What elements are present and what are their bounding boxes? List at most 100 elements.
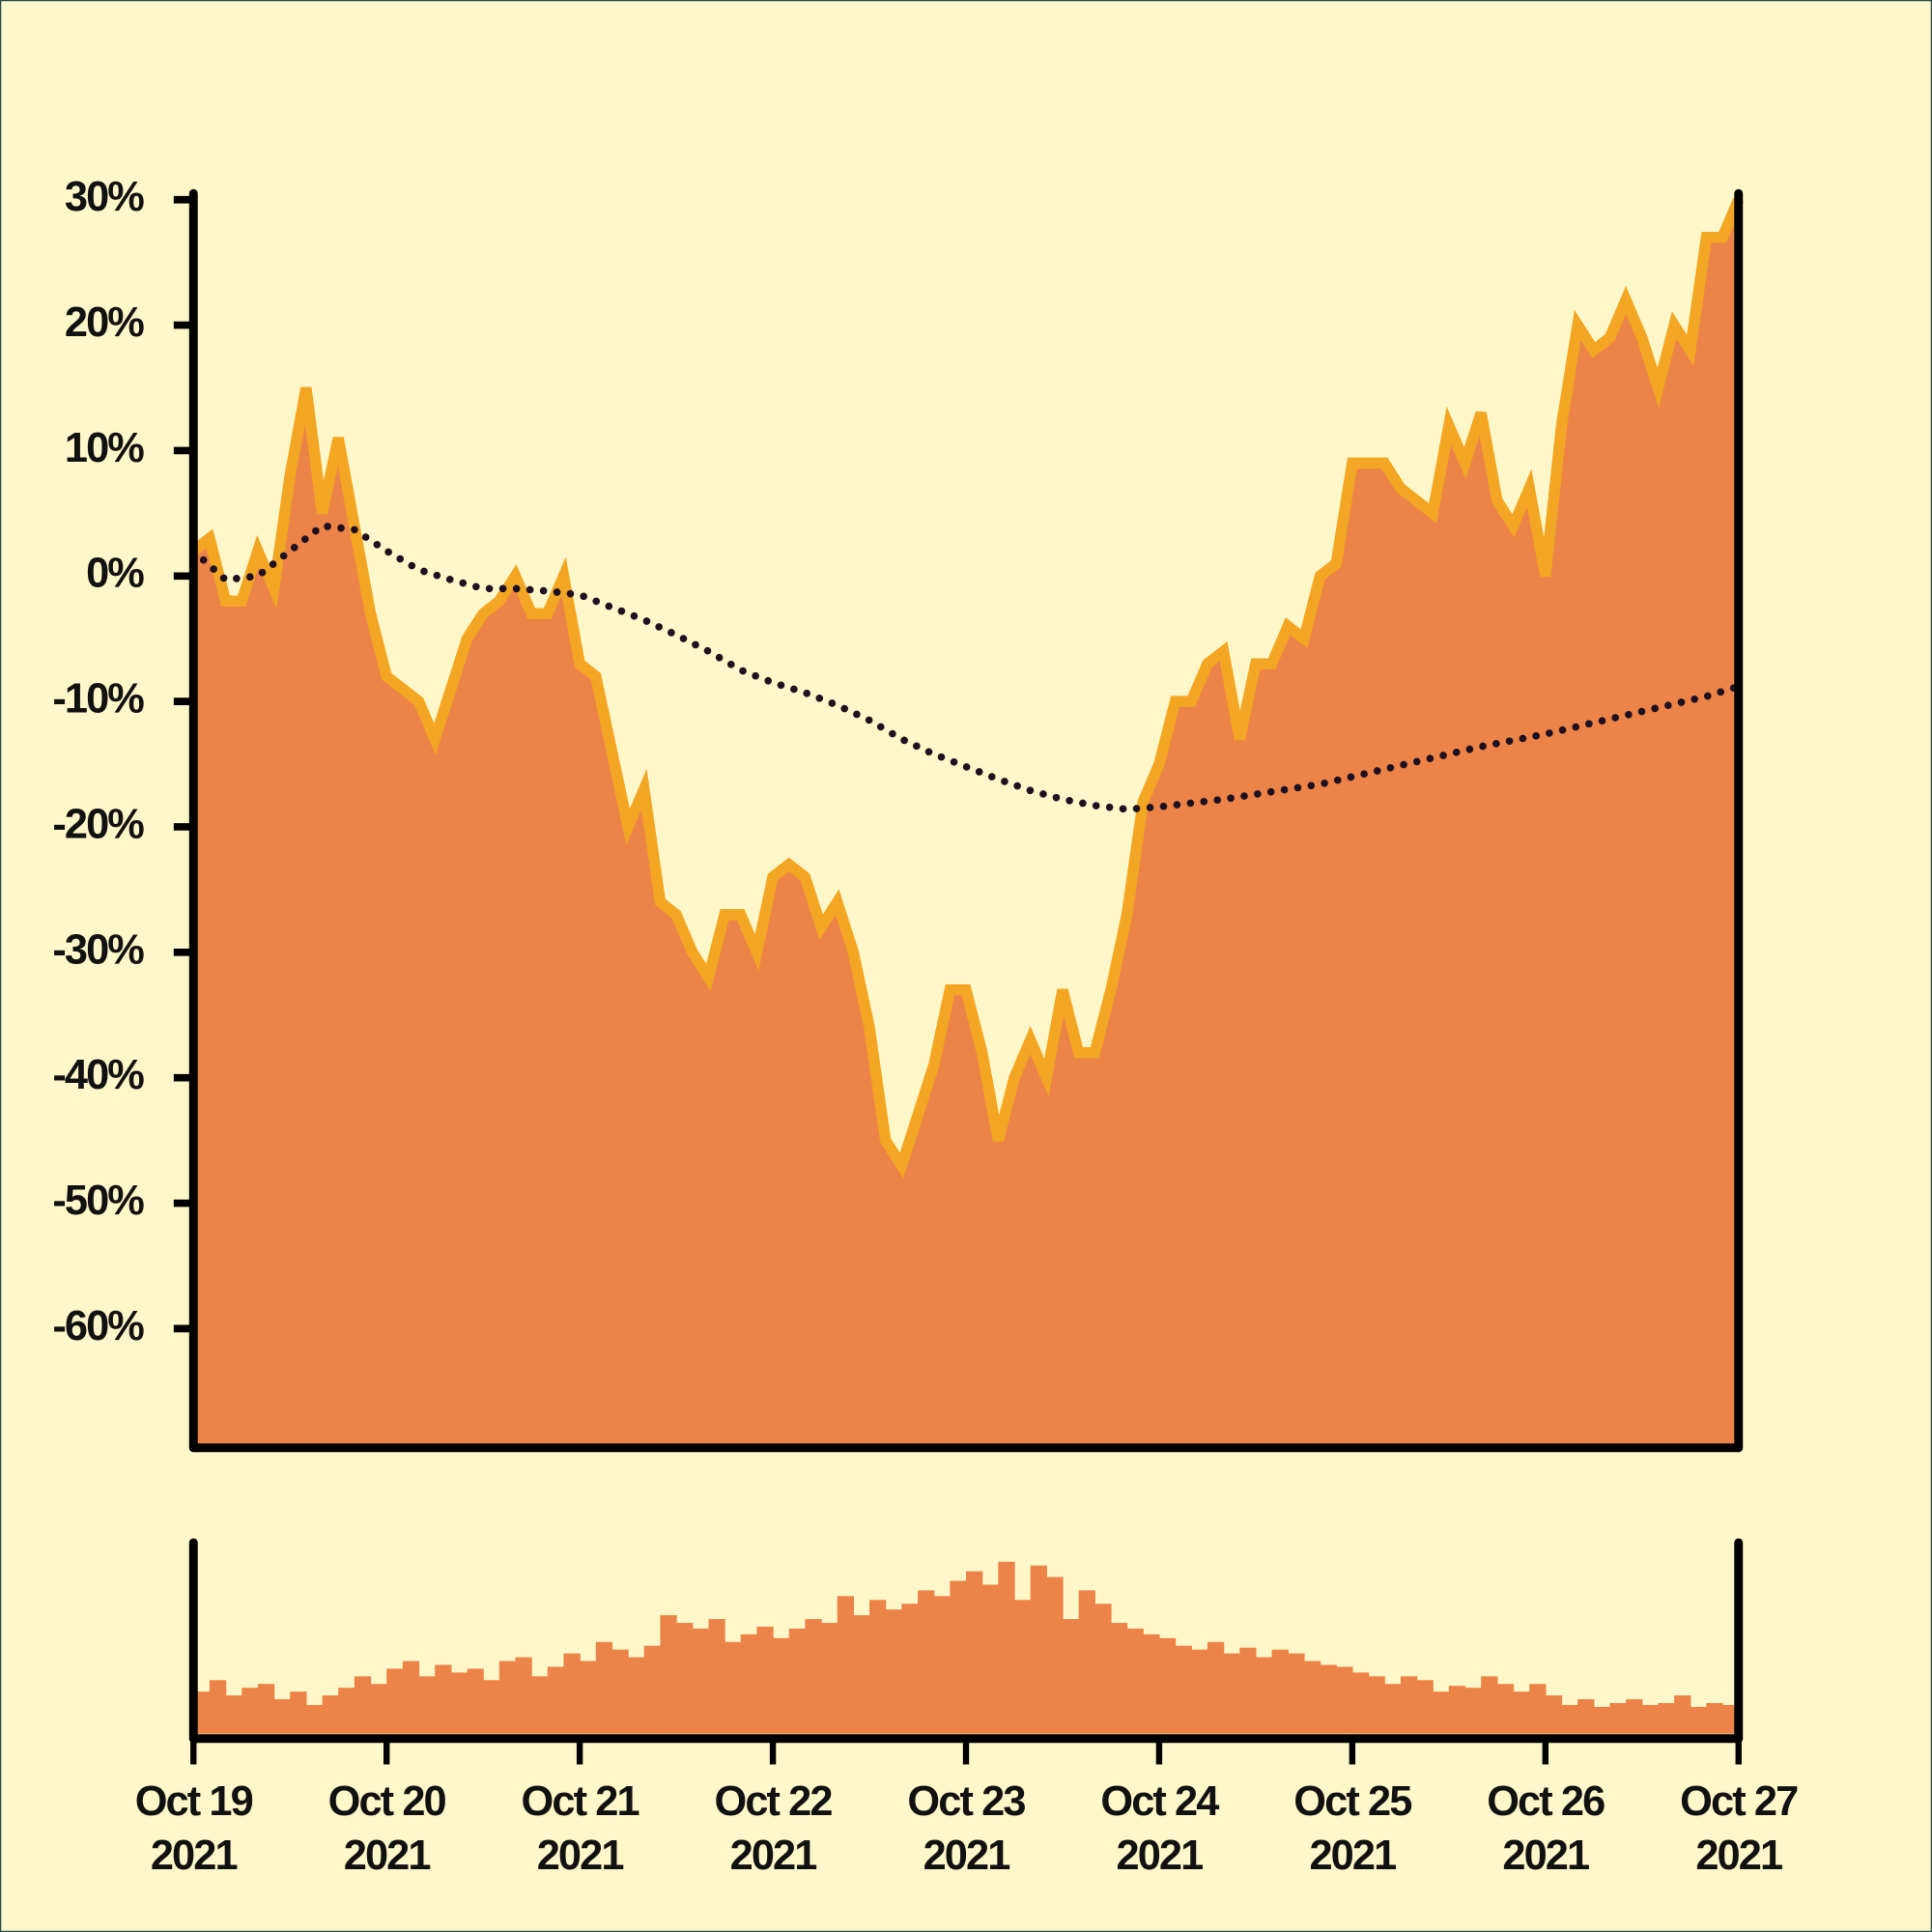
x-tick-label: Oct 25 2021 xyxy=(1293,1777,1412,1880)
volume-bar xyxy=(1496,1684,1515,1734)
volume-bar xyxy=(225,1695,242,1734)
x-tick-label: Oct 20 2021 xyxy=(327,1777,447,1880)
volume-bar xyxy=(1641,1704,1660,1734)
y-tick-label: 0% xyxy=(86,551,144,597)
volume-bar xyxy=(756,1626,774,1734)
volume-bar xyxy=(1529,1684,1547,1734)
x-tick-label-box: Oct 22 2021 xyxy=(714,1777,833,1880)
volume-bar xyxy=(1368,1676,1385,1734)
volume-bar xyxy=(386,1668,404,1734)
volume-bar xyxy=(1030,1565,1047,1734)
volume-bar xyxy=(1400,1676,1418,1734)
volume-bar xyxy=(1481,1676,1498,1734)
volume-bar xyxy=(402,1661,420,1734)
volume-bar xyxy=(918,1590,935,1734)
volume-bar xyxy=(1433,1691,1450,1734)
volume-bar xyxy=(257,1684,275,1734)
volume-bar xyxy=(740,1634,758,1734)
volume-bar xyxy=(708,1619,725,1734)
x-tick-label: Oct 22 2021 xyxy=(714,1777,833,1880)
x-tick-label-box: Oct 27 2021 xyxy=(1680,1777,1799,1880)
x-tick-label-box: Oct 21 2021 xyxy=(521,1777,640,1880)
volume-bar xyxy=(1658,1703,1675,1734)
y-tick-label: -60% xyxy=(52,1303,144,1350)
volume-bar xyxy=(1143,1634,1160,1734)
volume-bar xyxy=(1706,1703,1723,1734)
volume-bar xyxy=(1013,1600,1032,1734)
volume-bar xyxy=(498,1661,517,1734)
volume-bar xyxy=(1609,1703,1627,1734)
area-line xyxy=(189,197,1745,1179)
volume-bar xyxy=(322,1695,339,1734)
volume-bar xyxy=(1336,1666,1353,1734)
y-tick-label: -30% xyxy=(52,926,144,973)
volume-bar xyxy=(643,1645,662,1734)
y-tick-label: -10% xyxy=(52,676,144,723)
volume-bar xyxy=(531,1676,549,1734)
volume-bar xyxy=(1626,1699,1643,1734)
volume-bar xyxy=(692,1628,710,1734)
volume-bar xyxy=(773,1637,790,1734)
volume-bar xyxy=(1110,1622,1128,1734)
volume-bar xyxy=(1351,1672,1370,1734)
volume-bar xyxy=(1690,1706,1708,1734)
volume-bar xyxy=(901,1604,919,1734)
volume-bar xyxy=(788,1628,807,1734)
y-tick-label: -50% xyxy=(52,1178,144,1224)
volume-bar xyxy=(547,1666,565,1734)
volume-bar xyxy=(1320,1664,1337,1734)
volume-bar xyxy=(370,1684,387,1734)
x-tick-label-box: Oct 24 2021 xyxy=(1100,1777,1219,1880)
volume-bar xyxy=(1271,1649,1289,1734)
x-tick-label-box: Oct 25 2021 xyxy=(1293,1777,1412,1880)
x-tick-label: Oct 27 2021 xyxy=(1680,1777,1799,1880)
volume-bar xyxy=(1046,1577,1064,1734)
volume-bar xyxy=(1255,1657,1273,1734)
volume-bar xyxy=(1078,1590,1095,1734)
volume-bar xyxy=(242,1688,259,1734)
volume-bar xyxy=(998,1561,1015,1734)
y-tick-label: -20% xyxy=(52,801,144,847)
volume-bar xyxy=(869,1600,887,1734)
volume-bar xyxy=(966,1571,983,1734)
volume-bar xyxy=(418,1676,436,1734)
volume-bar xyxy=(580,1661,597,1734)
volume-bar xyxy=(628,1657,645,1734)
y-tick-label: 10% xyxy=(65,425,144,471)
volume-bar xyxy=(435,1664,452,1734)
volume-bar xyxy=(563,1653,581,1734)
x-tick-label: Oct 21 2021 xyxy=(521,1777,640,1880)
volume-bar xyxy=(1303,1661,1321,1734)
volume-bar xyxy=(1062,1619,1080,1734)
volume-bar xyxy=(209,1680,227,1734)
x-tick-label: Oct 24 2021 xyxy=(1100,1777,1219,1880)
volume-bar xyxy=(1191,1649,1208,1734)
plot-marks xyxy=(189,197,1745,1734)
x-tick-label-box: Oct 19 2021 xyxy=(134,1777,254,1880)
volume-bar xyxy=(1448,1686,1466,1734)
volume-bar xyxy=(821,1622,838,1734)
volume-bar xyxy=(1175,1645,1192,1734)
y-tick-label: -40% xyxy=(52,1052,144,1098)
volume-bar xyxy=(837,1596,855,1734)
volume-bar xyxy=(515,1657,532,1734)
x-tick-label: Oct 23 2021 xyxy=(907,1777,1026,1880)
x-tick-label-box: Oct 20 2021 xyxy=(327,1777,447,1880)
volume-bar xyxy=(273,1699,291,1734)
volume-bar xyxy=(1561,1704,1578,1734)
volume-bar xyxy=(305,1704,324,1734)
volume-bar xyxy=(1593,1706,1611,1734)
volume-bar xyxy=(1577,1699,1595,1734)
volume-bar xyxy=(1126,1628,1144,1734)
x-tick-label-box: Oct 26 2021 xyxy=(1487,1778,1605,1880)
volume-bar xyxy=(1158,1637,1177,1734)
volume-bar xyxy=(805,1619,822,1734)
volume-bar xyxy=(611,1649,629,1734)
volume-bar xyxy=(1464,1688,1482,1734)
volume-bar xyxy=(950,1580,967,1734)
y-tick-label: 30% xyxy=(65,174,144,220)
x-tick-label: Oct 19 2021 xyxy=(134,1777,254,1880)
volume-bar xyxy=(1545,1695,1563,1734)
